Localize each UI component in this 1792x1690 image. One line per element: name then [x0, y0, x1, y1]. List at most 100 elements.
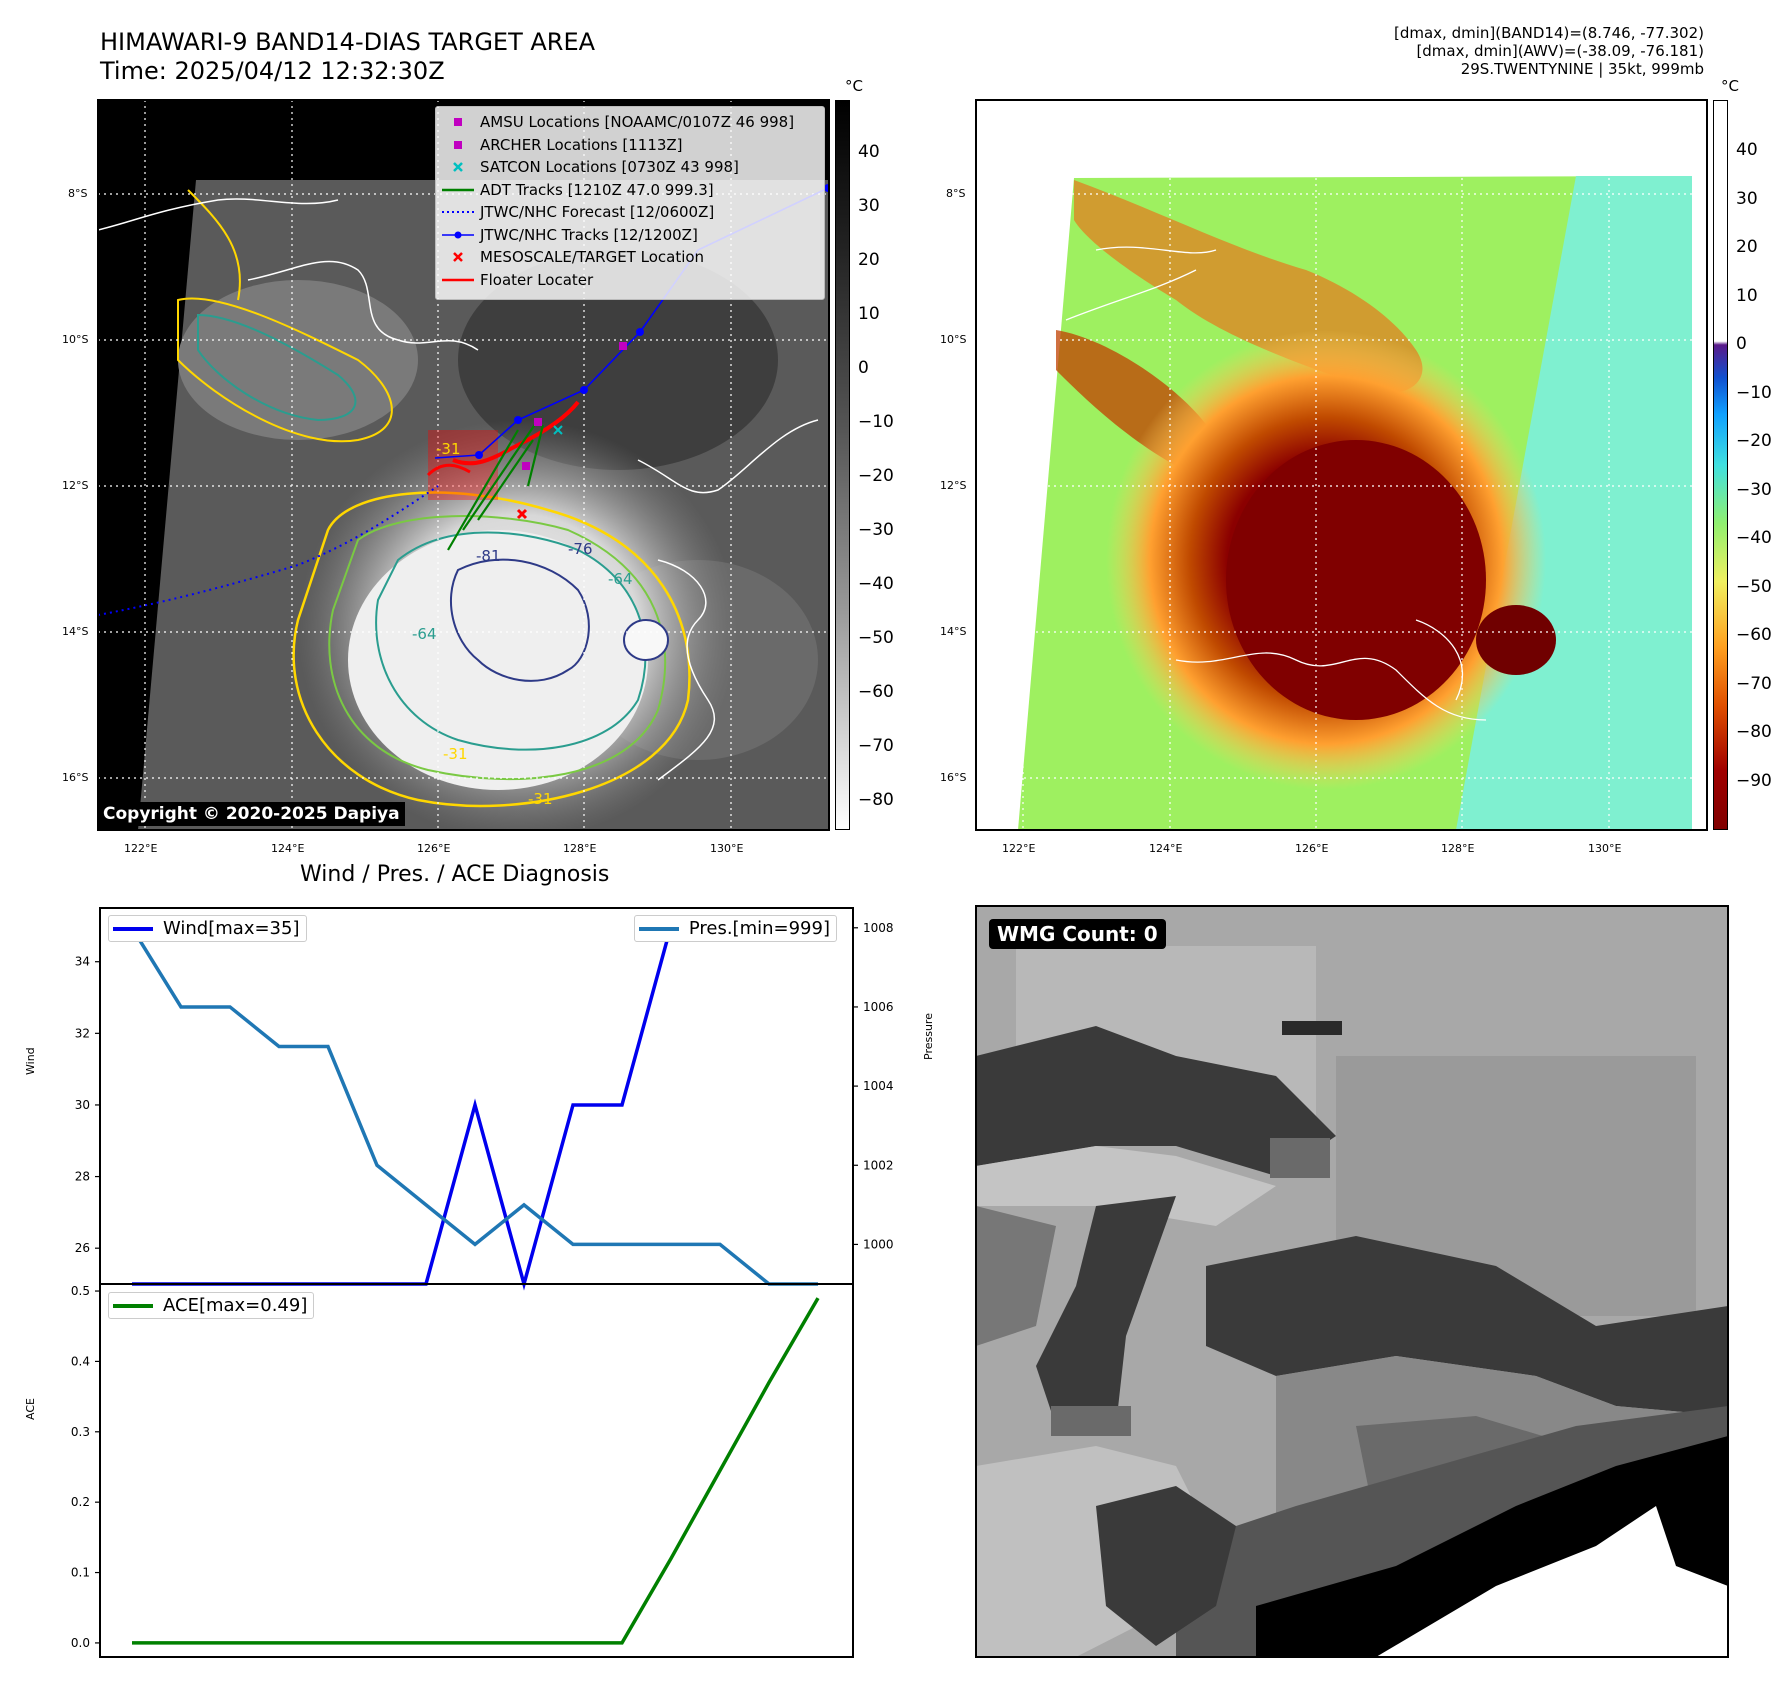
lon-tick: 124°E	[271, 842, 305, 855]
wind-legend: Wind[max=35]	[108, 915, 307, 942]
storm-info: [dmax, dmin](BAND14)=(8.746, -77.302) [d…	[1394, 24, 1704, 78]
ace-legend-swatch	[113, 1303, 153, 1308]
wind-tick-label: 28	[75, 1170, 90, 1184]
pressure-legend: Pres.[min=999]	[633, 915, 837, 942]
ace-tick-label: 0.5	[71, 1284, 90, 1298]
legend-marker-icon	[436, 224, 480, 246]
pressure-legend-swatch	[638, 926, 679, 931]
colorbar-tick: −40	[858, 574, 894, 594]
colorbar-tick: 20	[858, 250, 880, 270]
pressure-tick-label: 1004	[863, 1079, 894, 1093]
lat-tick: 14°S	[62, 625, 89, 638]
awv-map-frame	[975, 99, 1708, 831]
colorbar-tick: −30	[858, 520, 894, 540]
info-band14: [dmax, dmin](BAND14)=(8.746, -77.302)	[1393, 24, 1704, 42]
legend-label: SATCON Locations [0730Z 43 998]	[480, 158, 739, 176]
awv-colorbar	[1713, 100, 1728, 830]
legend-label: JTWC/NHC Forecast [12/0600Z]	[480, 203, 715, 221]
legend-marker-icon	[436, 179, 480, 201]
legend-label: MESOSCALE/TARGET Location	[480, 248, 705, 266]
colorbar-tick: −60	[858, 682, 894, 702]
colorbar-tick: −50	[858, 628, 894, 648]
lon-tick: 130°E	[1588, 842, 1622, 855]
contour-label: -31	[528, 790, 553, 808]
legend-marker-icon	[436, 246, 480, 268]
wind-tick-label: 32	[75, 1026, 90, 1040]
info-storm: 29S.TWENTYNINE | 35kt, 999mb	[1460, 60, 1704, 78]
ace-axis-label: ACE	[24, 1398, 37, 1420]
ace-plot-frame	[99, 1283, 854, 1658]
lat-tick: 16°S	[62, 771, 89, 784]
legend-entry: MESOSCALE/TARGET Location	[436, 246, 704, 268]
ace-tick-label: 0.2	[71, 1495, 90, 1509]
legend-label: AMSU Locations [NOAAMC/0107Z 46 998]	[480, 113, 795, 131]
wmg-panel: WMG Count: 0	[976, 906, 1728, 1657]
legend-marker-icon	[436, 201, 480, 223]
ir-colorbar-unit: °C	[845, 77, 863, 95]
colorbar-tick: −10	[858, 412, 894, 432]
legend-label: JTWC/NHC Tracks [12/1200Z]	[480, 225, 698, 244]
lat-tick: 8°S	[946, 187, 966, 200]
lon-tick: 122°E	[1002, 842, 1036, 855]
colorbar-tick: 30	[858, 196, 880, 216]
colorbar-tick: −10	[1736, 382, 1772, 403]
colorbar-tick: 0	[1736, 334, 1747, 354]
pressure-tick-label: 1006	[863, 1000, 894, 1014]
colorbar-tick: −60	[1736, 625, 1772, 645]
ace-tick-label: 0.0	[71, 1636, 90, 1650]
lat-tick: 12°S	[62, 479, 89, 492]
wmg-count-label: WMG Count: 0	[989, 919, 1166, 949]
colorbar-tick: −20	[1736, 431, 1772, 451]
wind-tick-label: 26	[75, 1241, 90, 1255]
colorbar-tick: 30	[1736, 188, 1758, 209]
wind-tick-label: 34	[75, 955, 90, 969]
legend-entry: SATCON Locations [0730Z 43 998]	[436, 156, 739, 178]
wind-legend-label: Wind[max=35]	[163, 918, 300, 939]
lon-tick: 122°E	[124, 842, 158, 855]
colorbar-tick: 10	[1736, 285, 1758, 306]
legend-entry: Floater Locater	[436, 269, 593, 291]
legend-entry: ADT Tracks [1210Z 47.0 999.3]	[436, 179, 714, 201]
pressure-tick-label: 1008	[863, 921, 894, 935]
wind-axis-label: Wind	[24, 1047, 37, 1075]
ace-series-line	[132, 1297, 820, 1645]
contour-label: -31	[443, 745, 468, 763]
legend-marker-icon	[436, 111, 480, 133]
lat-tick: 8°S	[68, 187, 88, 200]
lon-tick: 126°E	[1295, 842, 1329, 855]
contour-label: -76	[568, 540, 593, 558]
ir-legend: AMSU Locations [NOAAMC/0107Z 46 998] ARCH…	[435, 106, 825, 300]
copyright-label: Copyright © 2020-2025 Dapiya	[98, 802, 405, 826]
lon-tick: 128°E	[1441, 842, 1475, 855]
colorbar-tick: 40	[858, 142, 880, 162]
ir-map-image	[98, 100, 829, 830]
title-line-2: Time: 2025/04/12 12:32:30Z	[100, 57, 445, 85]
legend-entry: ARCHER Locations [1113Z]	[436, 134, 683, 156]
wind-plot-frame	[99, 907, 854, 1285]
lon-tick: 126°E	[417, 842, 451, 855]
colorbar-tick: −80	[858, 790, 894, 810]
wind-series-line	[132, 924, 818, 1291]
legend-entry: JTWC/NHC Forecast [12/0600Z]	[436, 201, 714, 223]
legend-marker-icon	[436, 269, 480, 291]
lon-tick: 124°E	[1149, 842, 1183, 855]
legend-label: Floater Locater	[480, 270, 594, 289]
legend-label: ARCHER Locations [1113Z]	[480, 135, 683, 154]
diagnosis-title: Wind / Pres. / ACE Diagnosis	[300, 862, 610, 887]
colorbar-tick: 20	[1736, 237, 1758, 257]
lon-tick: 128°E	[563, 842, 597, 855]
title-line-1: HIMAWARI-9 BAND14-DIAS TARGET AREA	[100, 28, 596, 56]
legend-entry: AMSU Locations [NOAAMC/0107Z 46 998]	[436, 111, 794, 133]
lon-tick: 130°E	[710, 842, 744, 855]
lat-tick: 14°S	[940, 625, 967, 638]
wmg-frame	[975, 905, 1729, 1658]
lat-tick: 16°S	[940, 771, 967, 784]
info-awv: [dmax, dmin](AWV)=(-38.09, -76.181)	[1416, 42, 1704, 60]
colorbar-tick: −40	[1736, 528, 1772, 548]
awv-map-panel	[976, 100, 1707, 830]
colorbar-tick: −80	[1736, 722, 1772, 742]
pressure-axis-label: Pressure	[922, 1013, 935, 1060]
legend-marker-icon	[436, 134, 480, 156]
colorbar-tick: 10	[858, 304, 880, 324]
